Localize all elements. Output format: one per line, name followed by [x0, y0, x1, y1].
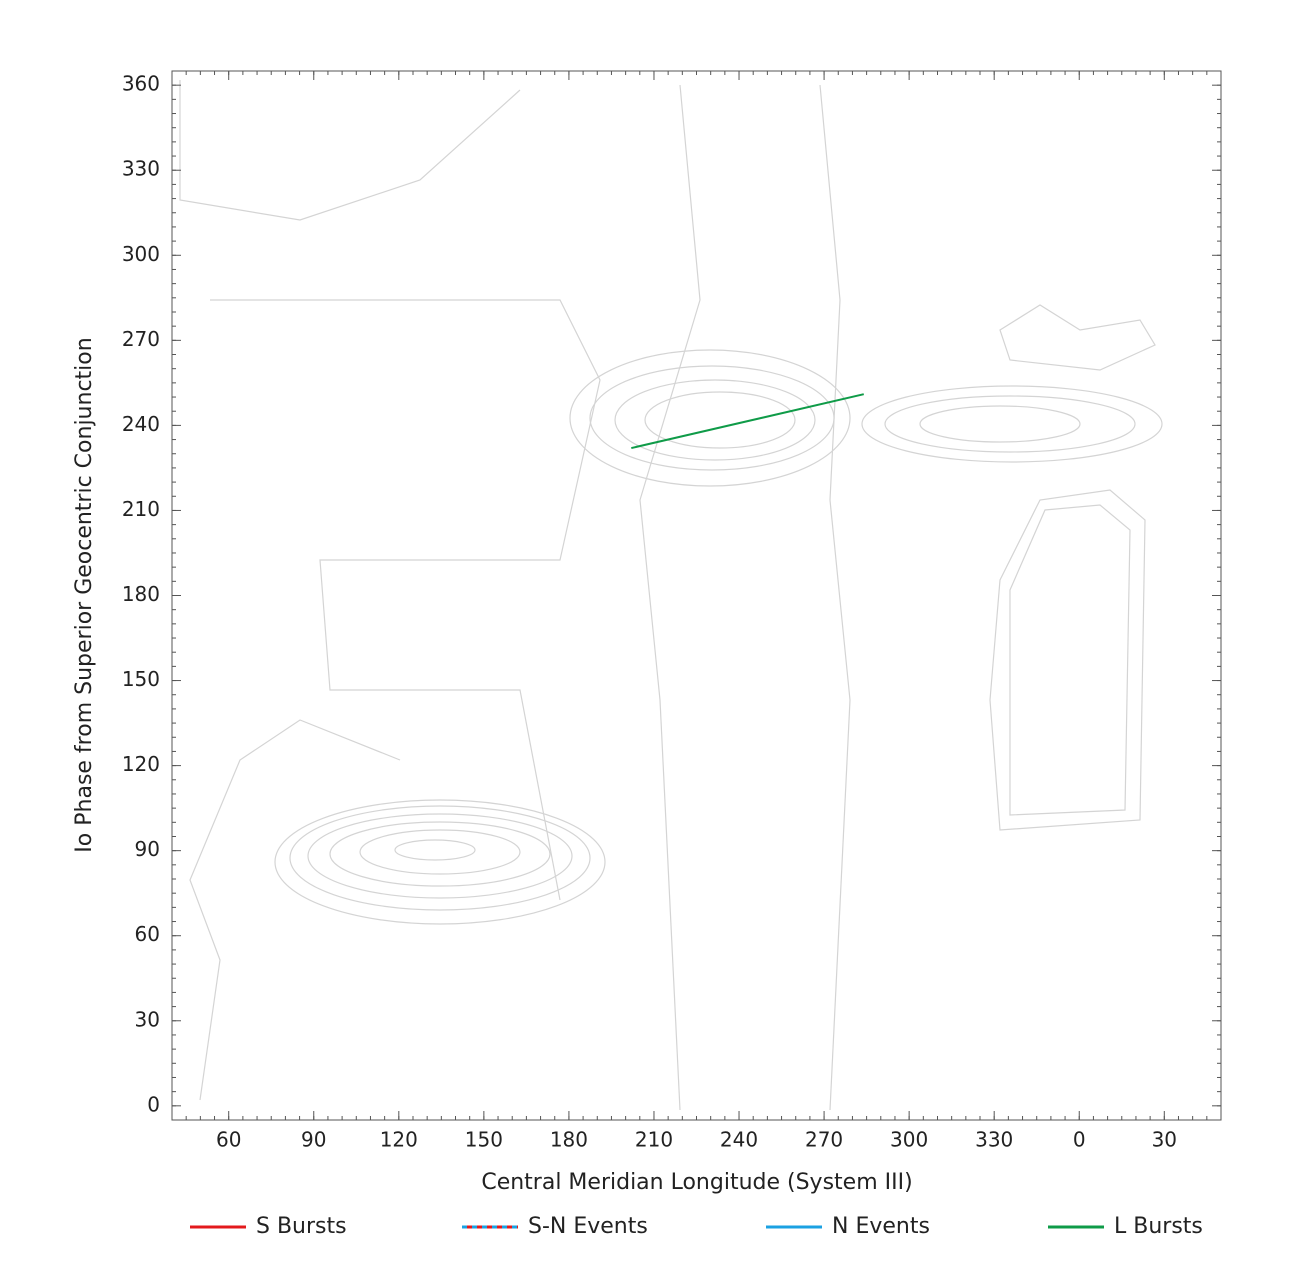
- y-tick-label: 180: [122, 582, 160, 606]
- y-tick-label: 240: [122, 412, 160, 436]
- x-tick-label: 270: [805, 1128, 843, 1152]
- x-tick-label: 60: [216, 1128, 241, 1152]
- legend-label: L Bursts: [1114, 1214, 1203, 1239]
- x-tick-label: 240: [720, 1128, 758, 1152]
- y-axis-label: Io Phase from Superior Geocentric Conjun…: [72, 337, 97, 852]
- x-tick-label: 210: [635, 1128, 673, 1152]
- x-axis-label: Central Meridian Longitude (System III): [481, 1170, 912, 1195]
- legend-label: N Events: [832, 1214, 930, 1239]
- plot-frame: [171, 70, 1222, 1121]
- y-tick-label: 360: [122, 72, 160, 96]
- y-tick-label: 120: [122, 752, 160, 776]
- x-tick-label: 120: [380, 1128, 418, 1152]
- y-tick-label: 270: [122, 327, 160, 351]
- x-tick-label: 30: [1152, 1128, 1177, 1152]
- legend-label: S Bursts: [256, 1214, 347, 1239]
- y-tick-label: 330: [122, 157, 160, 181]
- y-tick-label: 0: [147, 1092, 160, 1116]
- legend-label: S-N Events: [528, 1214, 648, 1239]
- y-tick-label: 30: [135, 1007, 160, 1031]
- x-tick-label: 150: [465, 1128, 503, 1152]
- contours: [179, 80, 1163, 1111]
- y-tick-label: 210: [122, 497, 160, 521]
- x-tick-label: 180: [550, 1128, 588, 1152]
- data-line: [631, 393, 864, 450]
- x-tick-label: 300: [890, 1128, 928, 1152]
- y-tick-label: 300: [122, 242, 160, 266]
- x-tick-label: 330: [975, 1128, 1013, 1152]
- y-tick-label: 90: [135, 837, 160, 861]
- x-tick-label: 90: [301, 1128, 326, 1152]
- y-tick-label: 60: [135, 922, 160, 946]
- y-tick-label: 150: [122, 667, 160, 691]
- x-tick-label: 0: [1073, 1128, 1086, 1152]
